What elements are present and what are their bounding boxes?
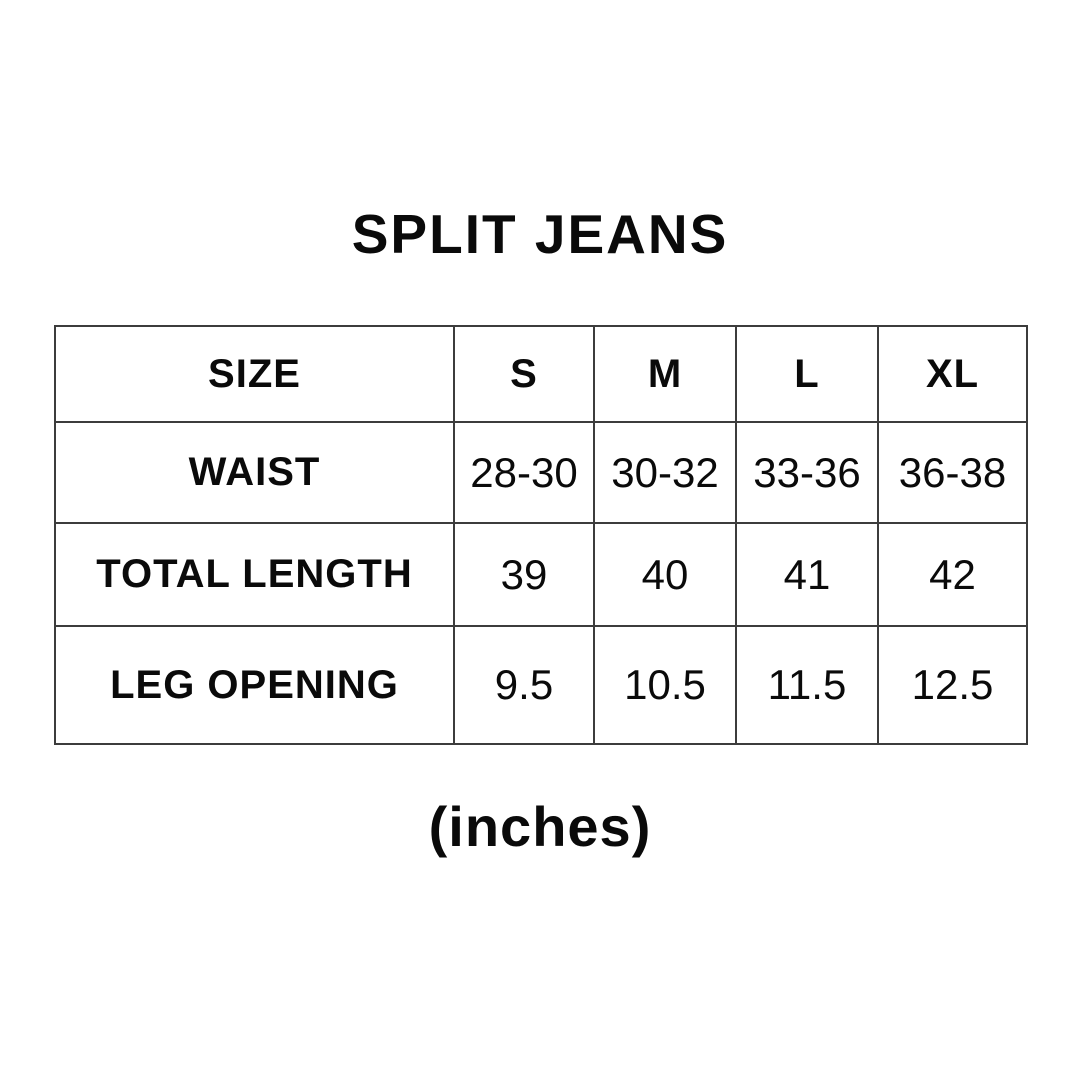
table-row-leg-opening: LEG OPENING 9.5 10.5 11.5 12.5 [54, 625, 1028, 745]
column-header-size: SIZE [54, 325, 455, 423]
cell-total-length-xl: 42 [877, 522, 1028, 627]
table-row-total-length: TOTAL LENGTH 39 40 41 42 [54, 522, 1028, 627]
cell-leg-opening-m: 10.5 [593, 625, 737, 745]
header-row: SIZE S M L XL [54, 325, 1028, 423]
cell-leg-opening-l: 11.5 [735, 625, 879, 745]
table-row-waist: WAIST 28-30 30-32 33-36 36-38 [54, 421, 1028, 524]
cell-leg-opening-xl: 12.5 [877, 625, 1028, 745]
cell-waist-xl: 36-38 [877, 421, 1028, 524]
cell-total-length-l: 41 [735, 522, 879, 627]
row-label-waist: WAIST [54, 421, 455, 524]
column-header-xl: XL [877, 325, 1028, 423]
column-header-m: M [593, 325, 737, 423]
cell-total-length-m: 40 [593, 522, 737, 627]
column-header-s: S [453, 325, 595, 423]
size-chart: SIZE S M L XL WAIST 28-30 30-32 33-36 36… [54, 325, 1028, 745]
column-header-l: L [735, 325, 879, 423]
cell-waist-l: 33-36 [735, 421, 879, 524]
cell-waist-s: 28-30 [453, 421, 595, 524]
cell-waist-m: 30-32 [593, 421, 737, 524]
row-label-total-length: TOTAL LENGTH [54, 522, 455, 627]
size-chart-table: SIZE S M L XL WAIST 28-30 30-32 33-36 36… [54, 325, 1028, 745]
page-title: SPLIT JEANS [351, 203, 729, 265]
unit-note: (inches) [428, 795, 652, 858]
cell-leg-opening-s: 9.5 [453, 625, 595, 745]
cell-total-length-s: 39 [453, 522, 595, 627]
row-label-leg-opening: LEG OPENING [54, 625, 455, 745]
